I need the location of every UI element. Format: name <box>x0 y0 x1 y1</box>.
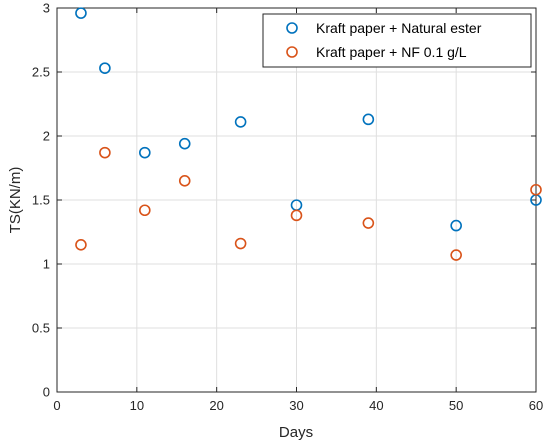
y-axis-title: TS(KN/m) <box>7 167 24 234</box>
x-tick-label: 40 <box>369 398 383 413</box>
legend: Kraft paper + Natural ester Kraft paper … <box>262 13 532 68</box>
y-tick-label: 1.5 <box>32 193 50 208</box>
x-axis-title: Days <box>279 424 313 441</box>
data-point-series-0 <box>178 137 191 150</box>
x-tick-label: 60 <box>529 398 543 413</box>
data-point-series-1 <box>178 175 191 187</box>
y-tick-label: 2.5 <box>32 65 50 80</box>
data-point-series-1 <box>530 183 542 196</box>
axis-ticks: 0 10 20 30 40 50 60 0 0.5 1 1.5 2 2.5 3 <box>32 1 543 414</box>
data-point-series-1 <box>362 217 375 229</box>
data-point-series-0 <box>362 113 375 126</box>
data-point-series-1 <box>75 239 87 251</box>
x-tick-label: 10 <box>130 398 144 413</box>
legend-marker-nf <box>286 46 298 58</box>
legend-box <box>262 13 532 68</box>
legend-label-nf: Kraft paper + NF 0.1 g/L <box>316 44 467 60</box>
data-point-series-0 <box>139 146 151 159</box>
data-point-series-1 <box>99 146 111 159</box>
data-point-series-1 <box>234 237 247 250</box>
x-tick-label: 20 <box>209 398 223 413</box>
y-tick-label: 1 <box>43 257 50 272</box>
legend-label-natural-ester: Kraft paper + Natural ester <box>316 20 482 36</box>
y-tick-label: 0 <box>43 385 50 400</box>
x-tick-label: 30 <box>289 398 303 413</box>
data-point-series-0 <box>450 219 462 232</box>
data-point-series-1 <box>450 249 462 261</box>
data-point-series-1 <box>139 204 151 217</box>
data-point-series-0 <box>234 116 247 128</box>
legend-marker-natural-ester <box>286 22 298 34</box>
data-point-series-0 <box>99 62 111 74</box>
y-tick-label: 2 <box>43 129 50 144</box>
x-tick-label: 50 <box>449 398 463 413</box>
y-tick-label: 3 <box>43 1 50 16</box>
data-points <box>75 7 542 261</box>
data-point-series-1 <box>290 209 303 222</box>
y-tick-label: 0.5 <box>32 321 50 336</box>
x-tick-label: 0 <box>53 398 60 413</box>
data-point-series-0 <box>75 7 87 19</box>
